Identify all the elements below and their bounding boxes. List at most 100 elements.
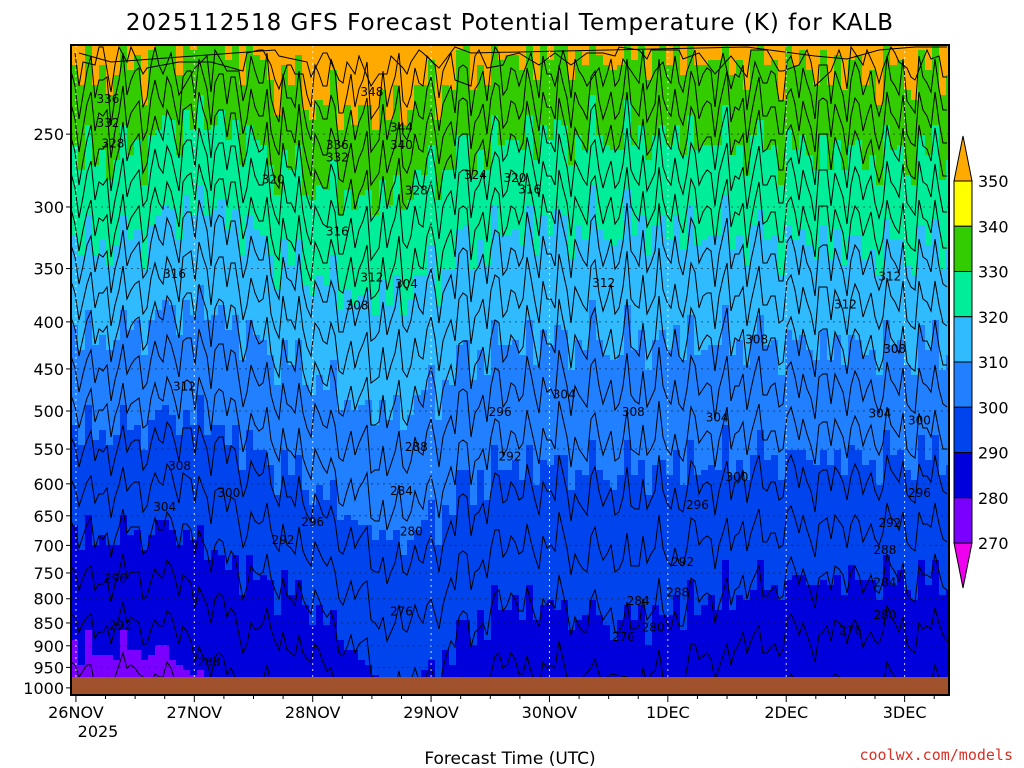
band-cell <box>330 610 338 695</box>
band-cell <box>155 645 163 695</box>
band-cell <box>78 85 86 171</box>
band-cell <box>715 235 723 346</box>
contour-label: 280 <box>400 524 423 538</box>
band-cell <box>358 405 366 526</box>
band-cell <box>911 375 919 481</box>
contour-line-324 <box>71 241 948 384</box>
contour-line-316 <box>71 328 948 477</box>
band-cell <box>505 140 513 236</box>
band-cell <box>92 345 100 441</box>
band-cell <box>932 320 940 436</box>
band-cell <box>771 235 779 341</box>
band-cell <box>183 195 191 301</box>
band-cell <box>281 450 289 571</box>
band-cell <box>561 125 569 216</box>
band-cell <box>260 45 268 61</box>
band-cell <box>491 205 499 321</box>
band-cell <box>547 600 555 695</box>
band-cell <box>512 340 520 461</box>
band-cell <box>106 445 114 546</box>
band-cell <box>442 270 450 381</box>
band-cell <box>456 230 464 346</box>
band-cell <box>869 350 877 461</box>
band-cell <box>148 225 156 321</box>
band-cell <box>694 475 702 616</box>
band-cell <box>785 450 793 581</box>
band-cell <box>512 55 520 141</box>
band-cell <box>407 300 415 416</box>
band-cell <box>204 215 212 321</box>
band-cell <box>589 300 597 441</box>
band-cell <box>407 540 415 686</box>
band-cell <box>547 345 555 466</box>
band-cell <box>596 470 604 616</box>
band-cell <box>715 345 723 471</box>
y-tick-label: 450 <box>33 360 64 379</box>
band-cell <box>638 215 646 331</box>
band-cell <box>603 65 611 146</box>
band-cell <box>246 215 254 321</box>
band-cell <box>309 625 317 695</box>
band-cell <box>834 230 842 336</box>
band-cell <box>113 45 121 76</box>
band-cell <box>169 415 177 531</box>
band-cell <box>925 460 933 586</box>
band-cell <box>659 215 667 331</box>
colorbar-tick-label: 300 <box>978 398 1009 417</box>
x-tick-label: 29NOV <box>403 703 459 722</box>
contour-label: 296 <box>104 571 127 585</box>
contour-line-340 <box>71 91 947 223</box>
band-cell <box>582 240 590 351</box>
band-cell <box>183 110 191 196</box>
band-cell <box>386 420 394 541</box>
band-cell <box>295 145 303 241</box>
band-cell <box>757 560 765 695</box>
contour-line-320 <box>71 283 947 429</box>
band-cell <box>379 180 387 281</box>
band-cell <box>652 465 660 606</box>
band-cell <box>344 105 352 191</box>
band-cell <box>743 90 751 176</box>
band-cell <box>225 230 233 331</box>
contour-line-296 <box>71 553 948 694</box>
band-cell <box>855 340 863 451</box>
band-cell <box>715 610 723 695</box>
band-cell <box>925 45 933 71</box>
band-cell <box>750 135 758 226</box>
band-cell <box>484 45 492 86</box>
band-cell <box>379 400 387 531</box>
band-cell <box>729 355 737 476</box>
band-cell <box>799 230 807 336</box>
band-cell <box>666 615 674 695</box>
band-cell <box>442 85 450 171</box>
band-cell <box>372 130 380 216</box>
band-cell <box>638 605 646 695</box>
band-cell <box>204 435 212 561</box>
band-cell <box>897 45 905 61</box>
band-cell <box>155 130 163 216</box>
plot-frame <box>70 44 950 696</box>
band-cell <box>778 45 786 101</box>
band-cell <box>659 460 667 616</box>
band-cell <box>673 595 681 695</box>
band-cell <box>736 595 744 695</box>
band-cell <box>449 515 457 666</box>
band-cell <box>792 240 800 341</box>
band-cell <box>932 435 940 561</box>
band-cell <box>211 425 219 551</box>
band-cell <box>414 275 422 396</box>
band-cell <box>456 45 464 51</box>
band-cell <box>841 90 849 171</box>
band-cell <box>218 45 226 111</box>
band-cell <box>610 360 618 491</box>
band-cell <box>288 85 296 171</box>
band-cell <box>589 95 597 186</box>
band-cell <box>631 475 639 621</box>
band-cell <box>239 255 247 361</box>
y-tick-label: 950 <box>33 658 64 677</box>
band-cell <box>239 360 247 471</box>
band-cell <box>519 355 527 481</box>
band-cell <box>260 145 268 236</box>
band-cell <box>337 520 345 641</box>
band-cell <box>575 470 583 621</box>
